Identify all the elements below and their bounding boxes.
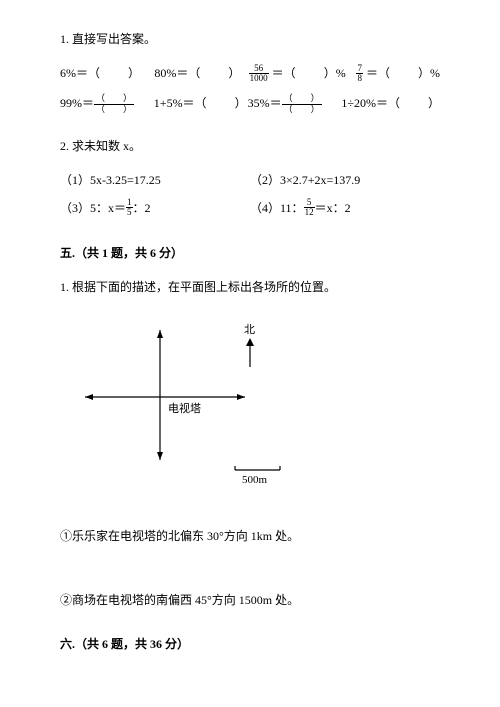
q1-r2c4: 1÷20%＝（ ） [341, 94, 440, 115]
section5-header: 五.（共 1 题，共 6 分） [60, 244, 440, 262]
q2-title: 2. 求未知数 x。 [60, 137, 440, 155]
q1-r1c4: 78 ＝（ ）% [346, 64, 440, 84]
text: ）% [418, 66, 440, 80]
text: ） [235, 96, 247, 110]
text: ＝（ [272, 66, 296, 80]
text: ＝x：2 [315, 201, 351, 215]
q1-r1c3: 561000 ＝（ ）% [249, 64, 346, 84]
section6-header: 六.（共 6 题，共 36 分） [60, 635, 440, 653]
den: 5 [126, 208, 133, 217]
q2-e3: （3）5：x＝15：2 [60, 199, 250, 219]
fraction: 15 [126, 198, 133, 217]
text: ）% [324, 66, 346, 80]
den: 1000 [249, 74, 269, 83]
text: 35%＝ [248, 96, 282, 110]
text: 6%＝（ [60, 66, 100, 80]
q1-r2c2: 1+5%＝（ ） [154, 94, 248, 115]
fraction: 561000 [249, 64, 269, 83]
text: （3）5：x＝ [60, 201, 126, 215]
q2-e2: （2）3×2.7+2x=137.9 [250, 171, 440, 189]
north-label: 北 [244, 322, 255, 339]
den: 12 [304, 208, 315, 217]
s5-item1: ①乐乐家在电视塔的北偏东 30°方向 1km 处。 [60, 527, 440, 545]
q1-r2c3: 35%＝（ ）（ ） [248, 94, 342, 115]
text: 80%＝（ [154, 66, 200, 80]
q1-r1c2: 80%＝（ ） [154, 64, 248, 84]
text: ） [228, 66, 240, 80]
text: ） [428, 96, 440, 110]
text: 99%＝ [60, 96, 94, 110]
fraction: 78 [356, 64, 363, 83]
text: 1÷20%＝（ [341, 96, 400, 110]
q2-e1: （1）5x-3.25=17.25 [60, 171, 250, 189]
q1-r1c1: 6%＝（ ） [60, 64, 154, 84]
s5-item2: ②商场在电视塔的南偏西 45°方向 1500m 处。 [60, 591, 440, 609]
den: （ ） [282, 105, 322, 115]
fraction: 512 [304, 198, 315, 217]
text: 1+5%＝（ [154, 96, 207, 110]
tower-label: 电视塔 [168, 401, 201, 418]
text: ：2 [133, 201, 151, 215]
q2-row2: （3）5：x＝15：2 （4）11：512＝x：2 [60, 199, 440, 219]
q2-row1: （1）5x-3.25=17.25 （2）3×2.7+2x=137.9 [60, 171, 440, 189]
den: 8 [356, 74, 363, 83]
q1-row2: 99%＝（ ）（ ） 1+5%＝（ ） 35%＝（ ）（ ） 1÷20%＝（ ） [60, 94, 440, 115]
text: ） [128, 66, 140, 80]
den: （ ） [94, 105, 134, 115]
num: （ ） [282, 94, 322, 105]
q2-e4: （4）11：512＝x：2 [250, 199, 440, 219]
num: （ ） [94, 94, 134, 105]
fraction-blank: （ ）（ ） [282, 94, 322, 115]
coordinate-figure: 北 电视塔 500m [70, 312, 370, 487]
text: ＝（ [366, 66, 390, 80]
s5-q1: 1. 根据下面的描述，在平面图上标出各场所的位置。 [60, 278, 440, 296]
q1-r2c1: 99%＝（ ）（ ） [60, 94, 154, 115]
q1-row1: 6%＝（ ） 80%＝（ ） 561000 ＝（ ）% 78 ＝（ ）% [60, 64, 440, 84]
scale-label: 500m [242, 472, 267, 489]
text: （4）11： [250, 201, 304, 215]
q1-title: 1. 直接写出答案。 [60, 30, 440, 48]
fraction-blank: （ ）（ ） [94, 94, 134, 115]
